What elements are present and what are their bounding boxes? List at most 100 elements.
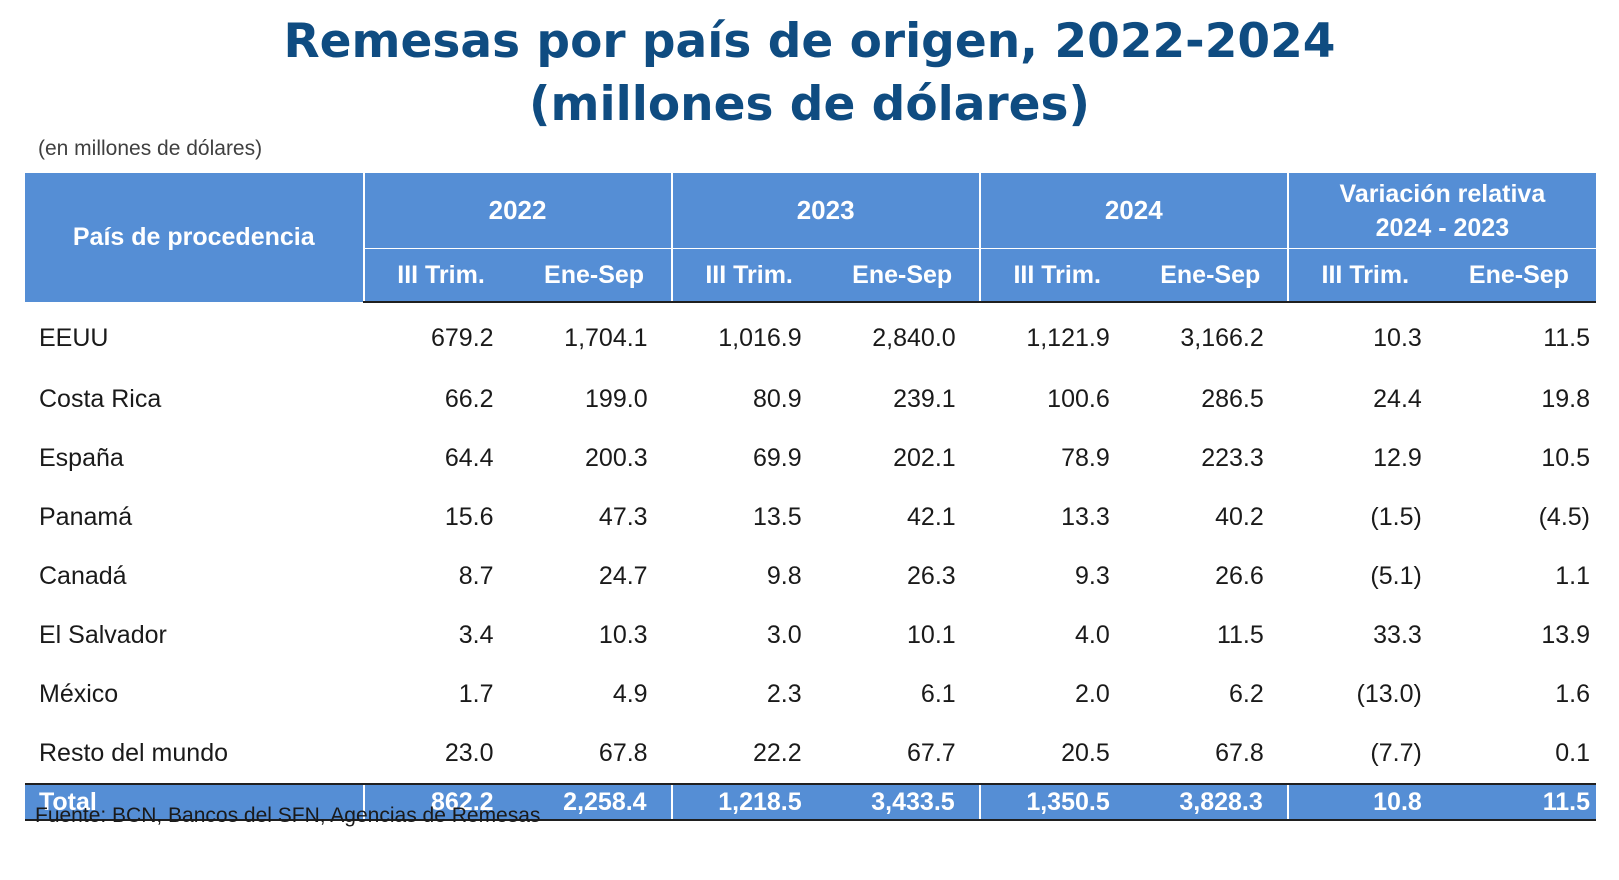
header-row-groups: País de procedencia 2022 2023 2024 Varia… [25, 173, 1596, 302]
total-value-cell: 11.5 [1441, 783, 1596, 821]
value-cell: 199.0 [585, 385, 648, 413]
group-header-variation: Variación relativa 2024 - 2023 [1286, 173, 1596, 249]
value-cell: 1.6 [1555, 680, 1590, 708]
value-cell: 24.4 [1373, 385, 1422, 413]
total-value-cell: 3,828.3 [1133, 783, 1288, 821]
value-cell: 200.3 [585, 444, 648, 472]
value-cell: 239.1 [893, 385, 956, 413]
value-cell: 10.3 [598, 621, 648, 649]
table-row: EEUU 679.2 1,704.1 1,016.9 2,840.0 1,121.9 3,1… [25, 302, 1596, 370]
country-cell: EEUU [39, 323, 109, 352]
value-cell: 11.5 [1216, 621, 1264, 649]
country-header: País de procedencia [25, 173, 364, 302]
value-cell: (7.7) [1370, 739, 1422, 767]
value-cell: 23.0 [444, 739, 494, 767]
country-cell: El Salvador [39, 621, 167, 649]
value-cell: 202.1 [893, 444, 956, 472]
value-cell: 13.9 [1541, 621, 1590, 649]
country-cell: España [39, 444, 124, 472]
value-cell: 24.7 [598, 562, 648, 590]
title-line-2: (millones de dólares) [529, 77, 1090, 132]
value-cell: 2.3 [766, 680, 802, 708]
value-cell: 26.3 [907, 562, 956, 590]
value-cell: 3.4 [458, 621, 494, 649]
country-cell: México [39, 680, 119, 708]
value-cell: 9.3 [1074, 562, 1110, 590]
value-cell: 286.5 [1201, 385, 1264, 413]
group-header-2024: 2024 [978, 173, 1288, 249]
value-cell: 1.7 [458, 680, 494, 708]
total-label: Total [25, 783, 364, 821]
value-cell: 679.2 [430, 324, 494, 352]
value-cell: 78.9 [1061, 444, 1110, 472]
value-cell: 2,840.0 [872, 324, 956, 352]
total-value-cell: 3,433.5 [825, 783, 980, 821]
subheader: Ene-Sep [825, 248, 980, 303]
subheader: Ene-Sep [517, 248, 672, 303]
value-cell: 9.8 [766, 562, 802, 590]
value-cell: 67.8 [1215, 739, 1264, 767]
table-body: EEUU 679.2 1,704.1 1,016.9 2,840.0 1,121.9 3,1… [25, 302, 1596, 821]
table-row: Resto del mundo 23.0 67.8 22.2 67.7 20.5 67.8 (… [25, 724, 1596, 784]
total-value-cell: 1,218.5 [670, 783, 826, 821]
value-cell: 100.6 [1047, 385, 1110, 413]
value-cell: 66.2 [444, 385, 494, 413]
value-cell: 4.0 [1074, 621, 1110, 649]
subheader: Ene-Sep [1133, 248, 1288, 303]
total-value-cell: 10.8 [1286, 783, 1442, 821]
value-cell: 26.6 [1215, 562, 1264, 590]
table-row: Panamá 15.6 47.3 13.5 42.1 13.3 40.2 (1.5) (4.5) [25, 488, 1596, 547]
value-cell: (1.5) [1370, 503, 1422, 531]
value-cell: 223.3 [1201, 444, 1264, 472]
value-cell: 0.1 [1555, 739, 1590, 767]
value-cell: 1,016.9 [718, 324, 802, 352]
total-value-cell: 1,350.5 [978, 783, 1134, 821]
value-cell: 13.5 [752, 503, 802, 531]
value-cell: 80.9 [752, 385, 802, 413]
country-cell: Panamá [39, 503, 133, 531]
value-cell: 10.1 [907, 621, 956, 649]
value-cell: 10.5 [1541, 444, 1590, 472]
page-title: Remesas por país de origen, 2022-2024 (m… [0, 10, 1619, 136]
value-cell: 47.3 [598, 503, 648, 531]
remittances-table: País de procedencia 2022 2023 2024 Varia… [25, 173, 1596, 821]
value-cell: 1,121.9 [1026, 324, 1110, 352]
value-cell: 3,166.2 [1180, 324, 1264, 352]
unit-note: (en millones de dólares) [38, 137, 263, 160]
variation-header-line-2: 2024 - 2023 [1375, 213, 1510, 242]
total-value-cell: 862.2 [362, 783, 518, 821]
value-cell: 42.1 [907, 503, 956, 531]
total-row: Total 862.2 2,258.4 1,218.5 3,433.5 1,350.5 3,… [25, 783, 1596, 821]
table-row: México 1.7 4.9 2.3 6.1 2.0 6.2 (13.0) 1.6 [25, 665, 1596, 724]
subheader: III Trim. [362, 248, 518, 303]
source-note: Fuente: BCN, Bancos del SFN, Agencias de… [35, 804, 541, 827]
header-row-subheaders: III Trim. Ene-Sep III Trim. Ene-Sep III … [25, 248, 1596, 303]
value-cell: 10.3 [1373, 324, 1422, 352]
subheader: III Trim. [670, 248, 826, 303]
title-line-1: Remesas por país de origen, 2022-2024 [283, 14, 1336, 69]
country-cell: Resto del mundo [39, 739, 229, 767]
value-cell: 13.3 [1061, 503, 1110, 531]
value-cell: 40.2 [1215, 503, 1264, 531]
value-cell: 64.4 [444, 444, 494, 472]
subheader: III Trim. [978, 248, 1134, 303]
value-cell: 2.0 [1074, 680, 1110, 708]
value-cell: 22.2 [752, 739, 802, 767]
value-cell: 33.3 [1373, 621, 1422, 649]
table-row: Canadá 8.7 24.7 9.8 26.3 9.3 26.6 (5.1) 1.1 [25, 547, 1596, 606]
value-cell: (4.5) [1538, 503, 1590, 531]
country-cell: Costa Rica [39, 385, 162, 413]
value-cell: 11.5 [1543, 324, 1590, 352]
value-cell: 67.8 [598, 739, 648, 767]
value-cell: 15.6 [444, 503, 494, 531]
value-cell: (13.0) [1356, 680, 1422, 708]
table-row: El Salvador 3.4 10.3 3.0 10.1 4.0 11.5 33.3 13.9 [25, 606, 1596, 665]
value-cell: (5.1) [1370, 562, 1422, 590]
value-cell: 1,704.1 [564, 324, 648, 352]
value-cell: 20.5 [1061, 739, 1110, 767]
value-cell: 1.1 [1555, 562, 1590, 590]
value-cell: 4.9 [612, 680, 648, 708]
group-header-2023: 2023 [670, 173, 980, 249]
value-cell: 69.9 [752, 444, 802, 472]
value-cell: 67.7 [907, 739, 956, 767]
